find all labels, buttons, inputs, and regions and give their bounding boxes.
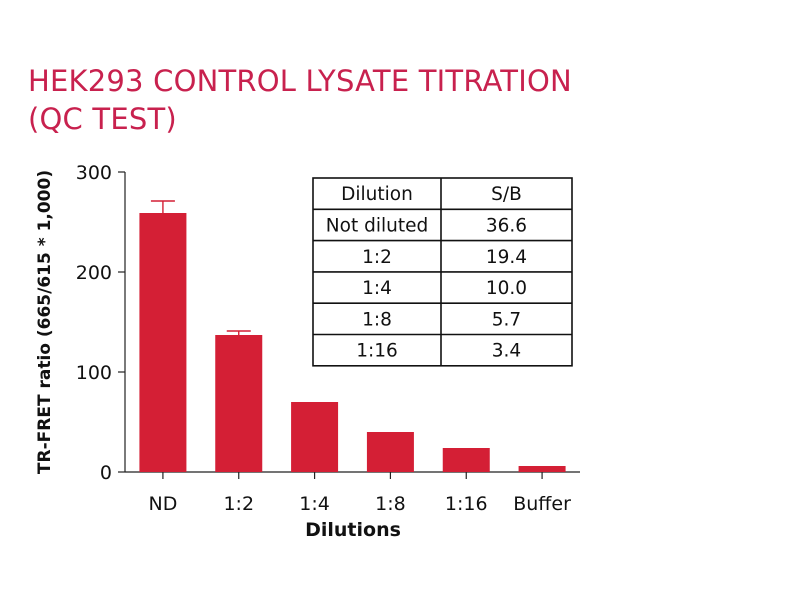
x-tick-label: 1:16: [445, 493, 488, 515]
bar: [518, 466, 566, 472]
bars: [139, 200, 566, 472]
table-cell: Not diluted: [326, 215, 428, 236]
chart-axes: [124, 172, 580, 473]
table-header-cell: Dilution: [341, 184, 413, 205]
y-tick-label: 200: [76, 262, 112, 284]
title-line-2: (QC TEST): [28, 102, 177, 136]
y-tick-label: 100: [76, 362, 112, 384]
table-cell: 1:16: [356, 341, 398, 362]
y-tick-label: 300: [76, 162, 112, 184]
bar: [139, 213, 187, 472]
y-axis-label: TR-FRET ratio (665/615 * 1,000): [35, 170, 55, 474]
bar: [291, 402, 339, 472]
table-header-cell: S/B: [491, 184, 522, 205]
table-cell: 3.4: [492, 341, 521, 362]
table-cell: 10.0: [486, 278, 527, 299]
x-tick-label: 1:8: [375, 493, 406, 515]
x-tick-label: ND: [148, 493, 177, 515]
x-tick-label: 1:2: [223, 493, 254, 515]
x-axis-label: Dilutions: [305, 519, 401, 541]
x-ticks: ND 1:2 1:4 1:8 1:16 Buffer: [148, 472, 571, 515]
bar: [366, 432, 414, 472]
inset-table: Dilution S/B Not diluted 36.6 1:2 19.4 1:4 10.0…: [312, 177, 573, 367]
bar: [215, 335, 263, 472]
table-cell: 1:4: [362, 278, 392, 299]
table-cell: 36.6: [486, 215, 527, 236]
x-tick-label: Buffer: [513, 493, 571, 515]
table-cell: 19.4: [486, 247, 527, 268]
y-ticks: 0 100 200 300: [76, 162, 125, 484]
chart-title: HEK293 CONTROL LYSATE TITRATION (QC TEST…: [28, 62, 668, 138]
bar: [442, 448, 490, 472]
x-tick-label: 1:4: [299, 493, 330, 515]
table-cell: 1:2: [362, 247, 392, 268]
y-tick-label: 0: [100, 462, 112, 484]
table-cell: 5.7: [492, 309, 521, 330]
title-line-1: HEK293 CONTROL LYSATE TITRATION: [28, 64, 572, 98]
table-cell: 1:8: [362, 309, 392, 330]
